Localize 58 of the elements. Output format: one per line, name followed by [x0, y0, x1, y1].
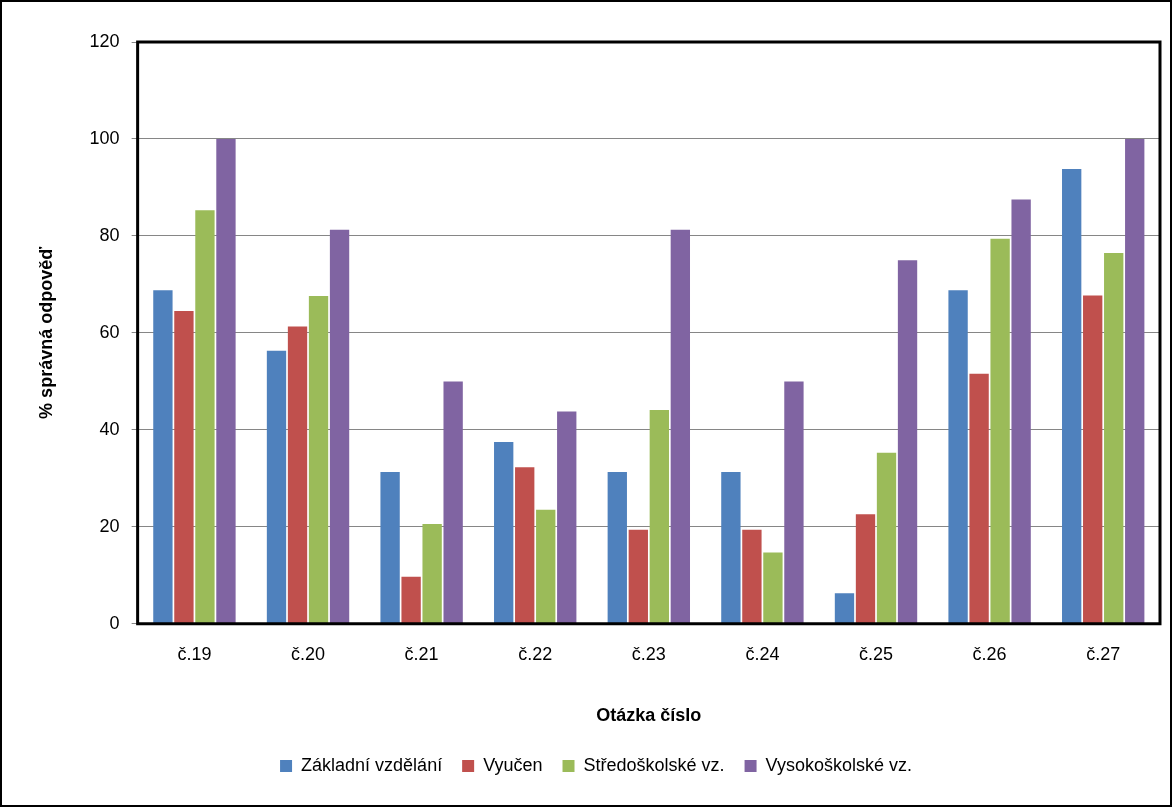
bar	[1062, 169, 1082, 624]
legend-label: Základní vzdělání	[301, 754, 443, 775]
bar	[153, 290, 173, 624]
bar	[948, 290, 968, 624]
bar	[216, 138, 236, 624]
x-tick-label: č.25	[858, 643, 894, 664]
bar	[784, 381, 804, 624]
bar	[763, 552, 783, 624]
y-tick-label: 40	[99, 418, 120, 439]
bar	[443, 381, 463, 624]
legend-label: Vyučen	[483, 754, 543, 775]
bar	[969, 373, 989, 624]
bar	[422, 523, 442, 624]
x-axis-title: Otázka číslo	[596, 705, 702, 726]
x-tick-label: č.26	[972, 643, 1007, 664]
y-tick-label: 80	[99, 224, 120, 245]
x-tick-label: č.23	[631, 643, 666, 664]
bar	[287, 326, 308, 624]
bar	[1104, 252, 1124, 624]
bar	[628, 529, 648, 624]
bar	[401, 576, 421, 624]
y-tick-label: 120	[89, 30, 120, 51]
y-tick-label: 60	[99, 321, 120, 342]
bar	[557, 411, 577, 624]
y-tick-label: 0	[109, 612, 120, 633]
x-tick-label: č.24	[745, 643, 780, 664]
bar	[834, 593, 855, 624]
legend-label: Středoškolské vz.	[583, 754, 725, 775]
y-tick-label: 100	[89, 127, 120, 148]
bar	[515, 467, 535, 624]
bar	[742, 529, 762, 624]
bar	[990, 238, 1010, 624]
x-tick-label: č.22	[518, 643, 553, 664]
bar	[721, 472, 741, 624]
bar	[308, 296, 329, 624]
bar	[1011, 199, 1031, 624]
bar	[1083, 295, 1103, 624]
bar	[897, 260, 918, 624]
y-axis-title: % správná odpověď	[35, 246, 56, 419]
bar	[266, 350, 287, 624]
bar	[174, 311, 194, 624]
bar	[649, 409, 669, 624]
bar	[329, 229, 350, 624]
bar	[607, 472, 627, 624]
bar	[670, 229, 691, 624]
y-tick-label: 20	[99, 515, 120, 536]
bar	[876, 452, 897, 624]
bar	[195, 210, 215, 624]
x-tick-label: č.21	[404, 643, 439, 664]
bar	[536, 509, 556, 624]
bar	[855, 514, 876, 624]
bar	[1125, 138, 1145, 624]
x-tick-label: č.20	[291, 643, 326, 664]
bar	[380, 472, 400, 624]
bar	[494, 441, 514, 624]
legend-label: Vysokoškolské vz.	[765, 754, 912, 775]
x-tick-label: č.19	[177, 643, 212, 664]
x-tick-label: č.27	[1086, 643, 1121, 664]
